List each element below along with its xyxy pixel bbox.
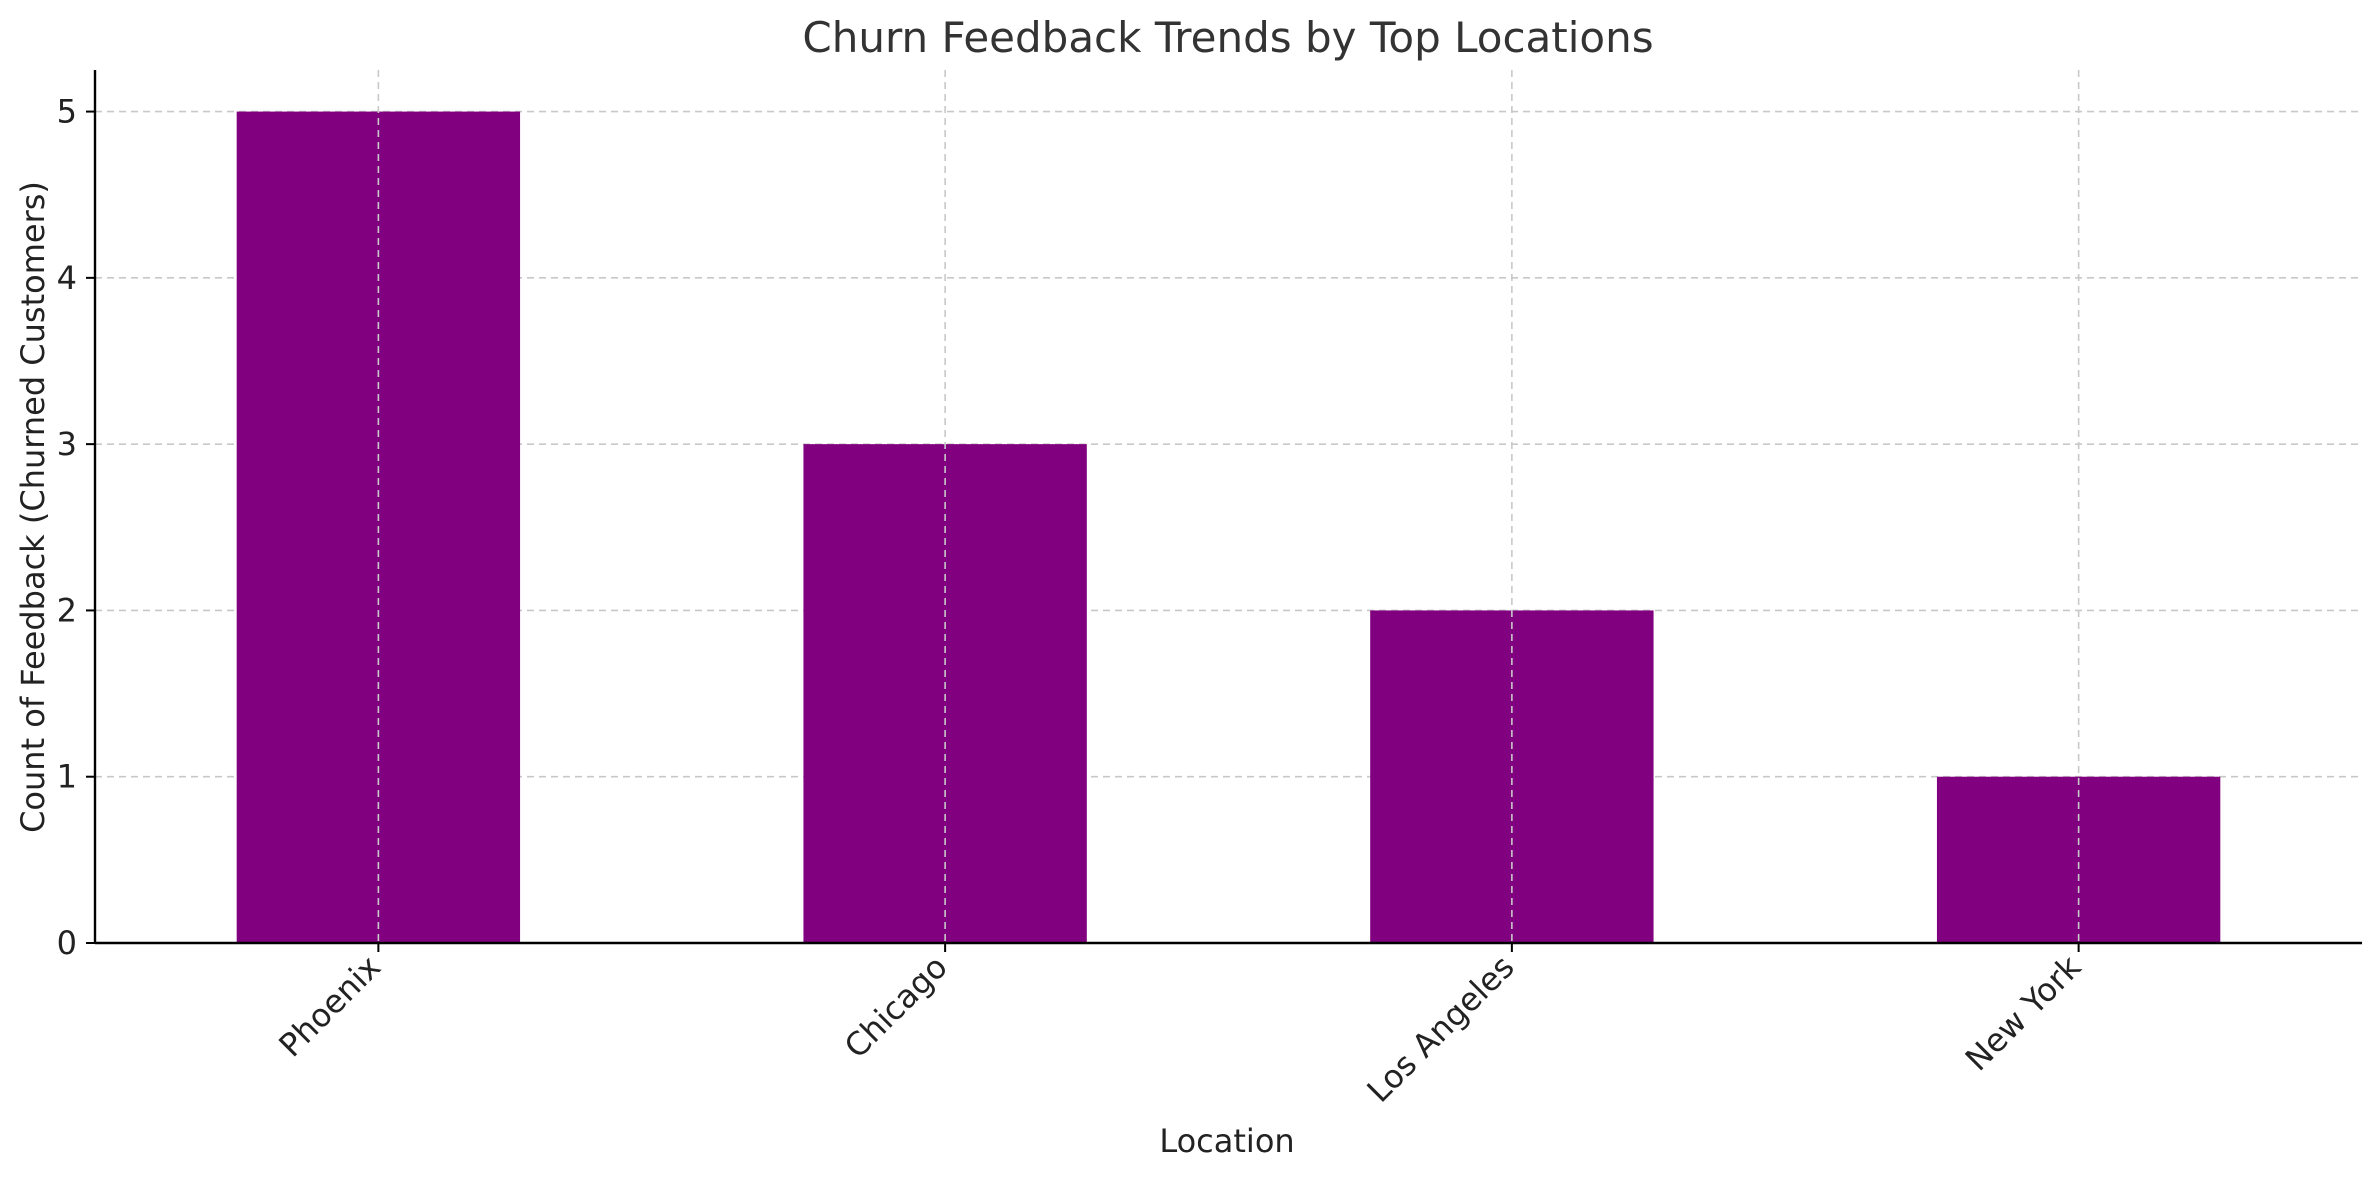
y-ticks-layer: 0 1 2 3 4 5 bbox=[57, 93, 95, 962]
x-tick-label: Phoenix bbox=[271, 948, 388, 1065]
chart-title: Churn Feedback Trends by Top Locations bbox=[802, 13, 1653, 62]
x-tick-label: Los Angeles bbox=[1360, 948, 1522, 1110]
x-tick-label: New York bbox=[1958, 947, 2089, 1078]
y-tick-label: 0 bbox=[57, 924, 77, 962]
axes-layer bbox=[93, 70, 2362, 945]
y-tick-label: 3 bbox=[57, 425, 77, 463]
y-tick-label: 5 bbox=[57, 93, 77, 131]
bar-new-york bbox=[1936, 776, 2221, 943]
x-ticks-layer: Phoenix Chicago Los Angeles New York bbox=[271, 943, 2089, 1110]
x-axis-label: Location bbox=[1159, 1122, 1294, 1160]
x-tick-label: Chicago bbox=[837, 948, 955, 1066]
y-tick-label: 1 bbox=[57, 758, 77, 796]
y-tick-label: 2 bbox=[57, 591, 77, 629]
y-tick-label: 4 bbox=[57, 259, 77, 297]
bars-layer bbox=[236, 111, 2221, 944]
y-axis-label: Count of Feedback (Churned Customers) bbox=[14, 181, 52, 833]
vertical-grid-layer bbox=[377, 70, 2080, 943]
